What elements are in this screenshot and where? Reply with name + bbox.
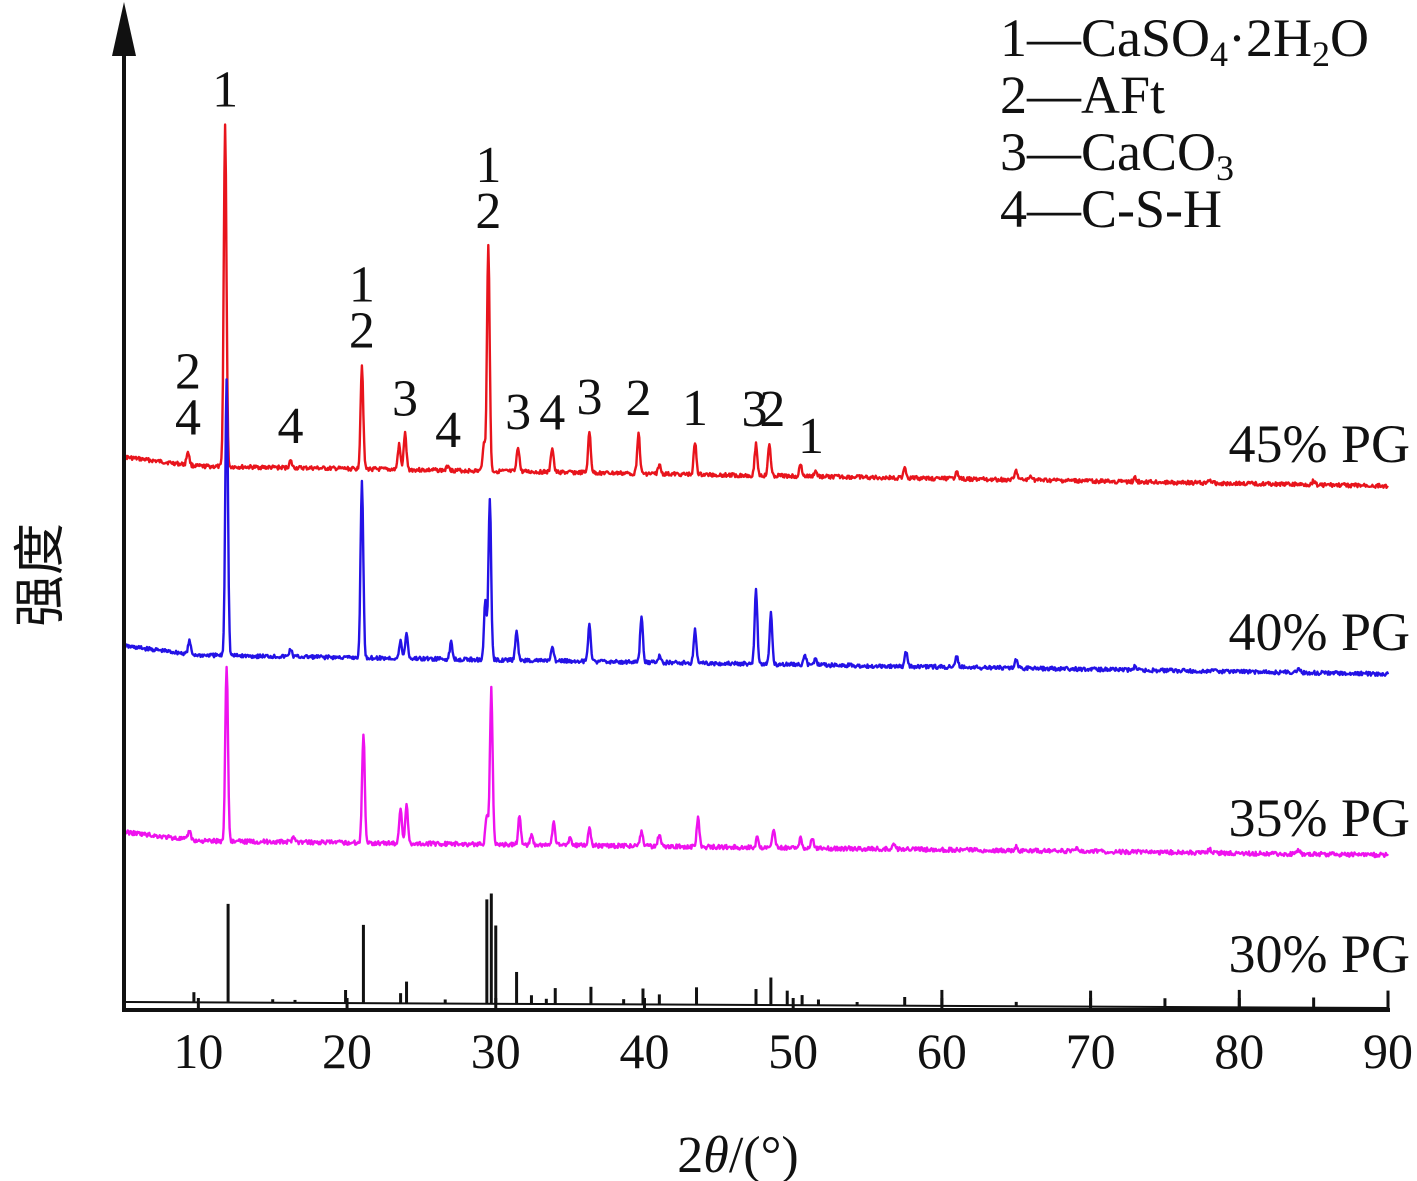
legend-text-part: CaSO [1081, 8, 1210, 68]
legend-entry: 1—CaSO4·2H2O [1000, 8, 1369, 74]
peak-label: 3 [742, 381, 768, 438]
peak-label: 1 [798, 408, 824, 465]
series-label: 30% PG [1228, 924, 1410, 984]
peak-label: 2 [759, 381, 785, 438]
peak-label: 4 [539, 384, 565, 441]
x-axis-label-theta: θ [703, 1127, 729, 1181]
series-30pg [123, 893, 1390, 1009]
legend-number: 1 [1000, 8, 1027, 68]
x-tick-label: 70 [1066, 1023, 1116, 1079]
legend-entry: 3—CaCO3 [1000, 122, 1234, 188]
peak-label: 2 [475, 183, 501, 240]
legend-dash: — [1026, 179, 1082, 239]
x-tick-label: 20 [322, 1023, 372, 1079]
x-tick-label: 80 [1214, 1023, 1264, 1079]
x-tick-label: 50 [768, 1023, 818, 1079]
legend-dash: — [1026, 65, 1082, 125]
legend-text-part: 3 [1216, 148, 1234, 188]
axes: 10 20 30 40 50 60 70 80 90 [112, 2, 1413, 1079]
y-axis-label: 强度 [13, 523, 70, 627]
legend-dash: — [1026, 8, 1082, 68]
series-line [122, 665, 1389, 859]
legend-number: 3 [1000, 122, 1027, 182]
series-label: 45% PG [1228, 414, 1410, 474]
peak-label: 2 [175, 344, 201, 401]
peak-label: 1 [682, 380, 708, 437]
series-line [123, 123, 1389, 489]
legend-text-part: C-S-H [1081, 179, 1222, 239]
series-45pg [123, 123, 1389, 489]
peak-label: 2 [626, 370, 652, 427]
legend-entry: 2—AFt [1000, 65, 1165, 125]
series-label: 40% PG [1228, 602, 1410, 662]
legend-text-part: O [1330, 8, 1369, 68]
x-tick-label: 40 [619, 1023, 669, 1079]
peak-label: 3 [505, 384, 531, 441]
legend-dash: — [1026, 122, 1082, 182]
x-axis-label: 2θ/(°) [677, 1127, 798, 1181]
peak-label: 1 [212, 62, 238, 119]
series-label-layer: 45% PG 40% PG 35% PG 30% PG [1228, 414, 1410, 984]
y-axis-arrow [112, 2, 136, 56]
x-ticks: 10 20 30 40 50 60 70 80 90 [173, 998, 1413, 1079]
x-tick-label: 60 [917, 1023, 967, 1079]
series-layer [122, 123, 1390, 1009]
peak-label: 1 [349, 257, 375, 314]
peak-label: 4 [435, 402, 461, 459]
peak-label: 4 [175, 390, 201, 447]
series-line [122, 378, 1390, 677]
peak-label: 4 [278, 398, 304, 455]
legend-text-part: 4 [1210, 34, 1228, 74]
x-tick-label: 10 [173, 1023, 223, 1079]
legend-text-part: CaCO [1081, 122, 1216, 182]
x-tick-label: 30 [471, 1023, 521, 1079]
legend-entry: 4—C-S-H [1000, 179, 1222, 239]
peak-label: 1 [475, 137, 501, 194]
legend-number: 2 [1000, 65, 1027, 125]
peak-label: 3 [392, 371, 418, 428]
legend-text-part: 2 [1312, 34, 1330, 74]
series-35pg [122, 664, 1389, 859]
legend-text-part: ·2H [1228, 8, 1312, 68]
series-label: 35% PG [1228, 788, 1410, 848]
x-tick-label: 90 [1363, 1023, 1413, 1079]
series-40pg [122, 378, 1390, 677]
legend-text-part: AFt [1081, 65, 1165, 125]
peak-label: 3 [576, 369, 602, 426]
peak-label: 2 [349, 303, 375, 360]
legend-number: 4 [1000, 179, 1027, 239]
